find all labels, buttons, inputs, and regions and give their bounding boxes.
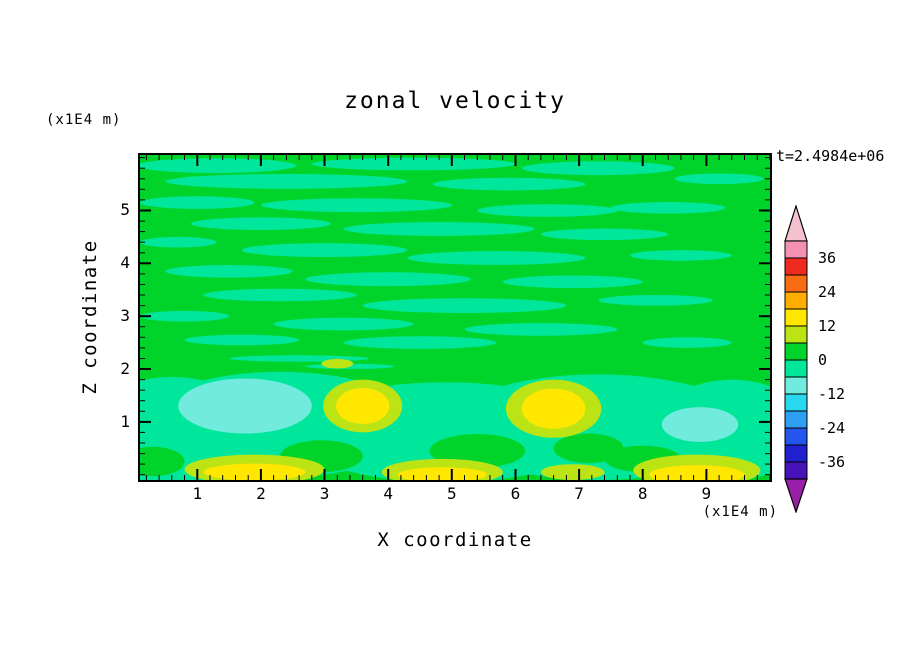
x-tick-label: 8 [637, 484, 648, 503]
colorbar-label: -24 [818, 419, 846, 437]
colorbar-svg [784, 203, 808, 514]
y-tick-label: 1 [120, 411, 130, 431]
x-tick-label: 9 [701, 484, 712, 503]
x-tick-label: 2 [256, 484, 266, 503]
y-tick-label: 5 [120, 200, 130, 220]
y-tick-label: 2 [120, 359, 130, 379]
colorbar-label: -12 [818, 385, 846, 403]
plot-svg [140, 155, 770, 480]
x-tick-label: 7 [574, 484, 584, 503]
chart-title: zonal velocity [344, 88, 566, 114]
x-tick-label: 4 [383, 484, 393, 503]
colorbar-label: 12 [818, 317, 837, 335]
colorbar-label: 36 [818, 249, 837, 267]
x-tick-label: 3 [319, 484, 330, 503]
colorbar [784, 203, 810, 517]
colorbar-label: 0 [818, 351, 828, 369]
y-tick-label: 4 [120, 253, 130, 273]
x-tick-label: 5 [446, 484, 457, 503]
x-axis-units-label: (x1E4 m) [702, 504, 778, 520]
x-tick-label: 1 [192, 484, 203, 503]
colorbar-label: 24 [818, 283, 837, 301]
y-tick-label: 3 [120, 306, 130, 326]
timestamp-label: t=2.4984e+06 [776, 147, 885, 165]
x-tick-label: 6 [510, 484, 521, 503]
colorbar-label: -36 [818, 453, 846, 471]
plot-area [138, 153, 772, 482]
x-axis-label: X coordinate [377, 529, 533, 551]
y-axis-units-label: (x1E4 m) [46, 112, 122, 128]
